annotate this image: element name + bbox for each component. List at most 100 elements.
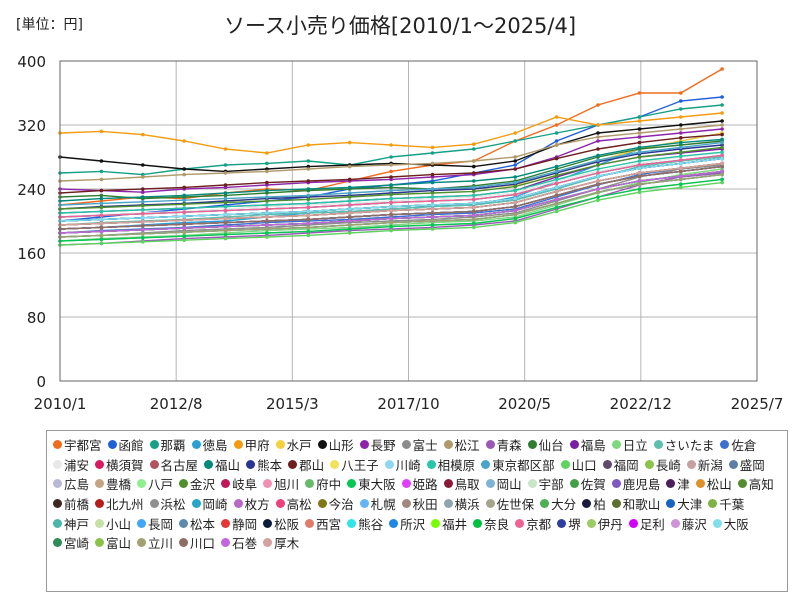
legend-item: 浦安	[53, 455, 89, 475]
data-point	[679, 161, 683, 166]
legend-item: 東大阪	[347, 474, 396, 494]
legend-marker-icon	[686, 459, 696, 469]
legend-marker-icon	[695, 479, 705, 489]
data-point	[720, 150, 724, 154]
data-point	[472, 201, 476, 206]
data-point	[347, 219, 352, 223]
data-point	[679, 177, 683, 182]
data-point	[265, 231, 269, 235]
legend-marker-icon	[95, 538, 105, 548]
data-point	[430, 187, 435, 191]
data-point	[99, 229, 104, 234]
data-point	[637, 131, 642, 135]
data-point	[596, 171, 600, 175]
legend-label: 青森	[496, 438, 522, 454]
legend-label: 松山	[706, 477, 732, 493]
data-point	[554, 173, 559, 178]
data-point	[596, 198, 600, 202]
data-point	[306, 187, 311, 191]
legend-marker-icon	[485, 440, 495, 450]
legend-marker-icon	[95, 518, 105, 528]
legend-label: 富山	[106, 536, 132, 552]
legend-label: 福井	[442, 516, 468, 532]
legend-label: 浜松	[160, 497, 186, 513]
data-point	[554, 205, 559, 210]
y-axis-ticks: 0 80 160 240 320 400	[17, 53, 46, 391]
legend-label: 所沢	[400, 516, 426, 532]
legend-item: 川口	[179, 533, 215, 553]
data-point	[430, 227, 435, 231]
legend-marker-icon	[305, 479, 315, 489]
y-tick-label: 0	[36, 373, 46, 391]
legend-label: 山口	[571, 457, 597, 473]
legend-label: 和歌山	[622, 497, 661, 513]
legend-marker-icon	[95, 459, 105, 469]
legend-marker-icon	[481, 459, 491, 469]
data-point	[223, 171, 228, 175]
legend-marker-icon	[485, 499, 495, 509]
data-point	[679, 150, 683, 154]
x-axis-ticks: 2010/1 2012/8 2015/3 2017/10 2020/5 2022/12 20…	[34, 395, 784, 413]
legend-marker-icon	[473, 518, 483, 528]
legend-item: 盛岡	[728, 455, 765, 475]
legend-item: 山形	[317, 435, 354, 455]
legend-label: 姫路	[412, 477, 438, 493]
data-point	[513, 155, 517, 159]
legend-label: 熊本	[257, 457, 283, 473]
legend-marker-icon	[401, 479, 411, 489]
legend-marker-icon	[53, 440, 62, 450]
data-point	[223, 220, 228, 225]
data-point	[99, 217, 104, 222]
data-point	[223, 191, 228, 195]
data-point	[389, 220, 393, 225]
legend-item: 西宮	[305, 513, 341, 533]
unit-label: [単位：円]	[16, 17, 83, 33]
data-point	[389, 216, 393, 221]
legend-label: 藤沢	[681, 516, 707, 532]
data-point	[679, 131, 683, 135]
legend-label: 徳島	[202, 438, 228, 454]
data-point	[306, 213, 311, 218]
data-point	[389, 163, 393, 167]
data-point	[141, 190, 145, 194]
legend-item: 津	[666, 474, 690, 494]
data-point	[141, 195, 145, 199]
data-point	[265, 203, 269, 207]
legend-marker-icon	[204, 459, 214, 469]
legend-item: さいたま	[653, 435, 714, 455]
legend-label: 宮崎	[64, 536, 90, 552]
data-point	[306, 205, 311, 210]
legend-item: 厚木	[263, 533, 299, 553]
data-point	[720, 123, 724, 127]
legend-item: 岡山	[485, 474, 522, 494]
legend-marker-icon	[708, 499, 718, 509]
legend-item: 仙台	[527, 435, 564, 455]
data-point	[472, 189, 476, 194]
data-point	[141, 204, 145, 208]
data-point	[306, 167, 311, 171]
legend-marker-icon	[540, 499, 550, 509]
legend-marker-icon	[384, 459, 394, 469]
data-point	[513, 212, 517, 217]
data-point	[306, 159, 311, 163]
data-point	[513, 175, 517, 179]
data-point	[141, 212, 145, 216]
legend-marker-icon	[263, 518, 273, 528]
data-point	[389, 208, 393, 213]
data-point	[389, 228, 393, 233]
legend-item: 佐世保	[485, 494, 534, 514]
data-point	[265, 161, 269, 166]
data-point	[513, 200, 517, 205]
y-tick-label: 80	[27, 309, 46, 327]
legend-item: 長野	[359, 435, 396, 455]
data-point	[513, 188, 517, 193]
data-point	[637, 119, 642, 123]
data-point	[223, 200, 228, 205]
legend-item: 宇都宮	[53, 435, 102, 455]
legend-marker-icon	[53, 518, 62, 528]
legend-label: 横須賀	[106, 457, 144, 473]
legend-item: 函館	[107, 435, 144, 455]
legend-item: 松山	[695, 474, 732, 494]
data-point	[389, 192, 393, 197]
legend-marker-icon	[347, 518, 357, 528]
